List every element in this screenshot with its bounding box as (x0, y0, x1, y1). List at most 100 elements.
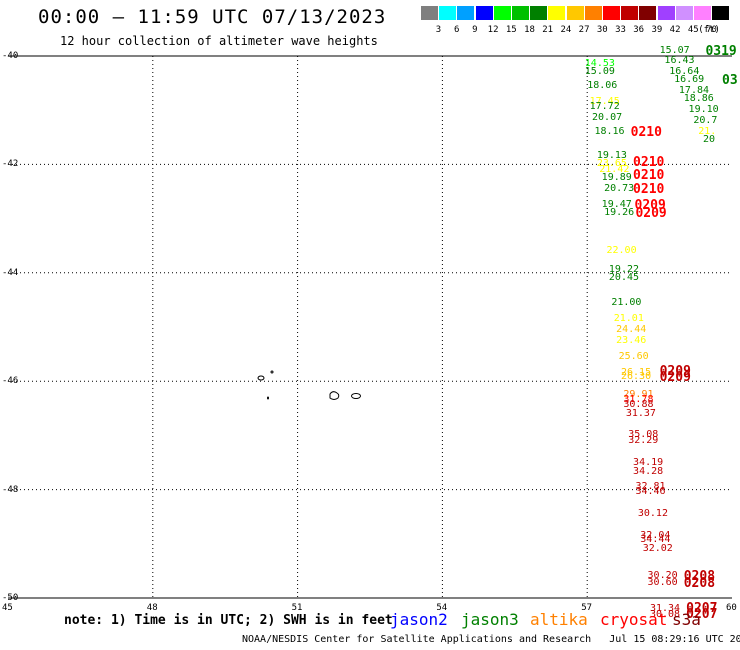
wave-height-value: 20.07 (592, 112, 623, 124)
longitude-label: 57 (581, 603, 593, 613)
wave-height-value: 29.91 (623, 388, 654, 400)
wave-height-value: 19.22 (608, 264, 640, 276)
wave-height-value: 21.42 (599, 163, 630, 175)
legend-swatch (530, 6, 548, 20)
legend-tick-label: 39 (651, 25, 663, 35)
footer-credit: NOAA/NESDIS Center for Satellite Applica… (242, 634, 740, 645)
wave-height-value: 15.07 (659, 44, 690, 56)
legend-tick-label: 36 (633, 25, 645, 35)
legend-tick-label: 18 (524, 25, 535, 35)
legend-tick-label: 24 (560, 25, 572, 35)
legend-unit: (ft) (698, 25, 720, 35)
latitude-label: -44 (2, 267, 19, 278)
longitude-label: 48 (146, 603, 158, 613)
pass-time-label: 0209 (635, 206, 667, 222)
longitude-label: 60 (726, 603, 737, 613)
wave-height-value: 19.89 (601, 171, 632, 183)
wave-height-value: 32.81 (635, 480, 666, 492)
satellite-name: s3a (672, 610, 701, 629)
wave-height-value: 18.16 (594, 125, 625, 137)
wave-height-value: 32.04 (640, 529, 671, 541)
wave-height-value: 34.19 (633, 456, 664, 468)
wave-height-value: 30.20 (647, 570, 678, 582)
legend-tick-label: 9 (472, 25, 478, 35)
wave-height-value: 30.60 (647, 576, 678, 588)
wave-height-value: 14.53 (584, 58, 615, 70)
legend-tick-label: 70 (706, 25, 717, 35)
wave-height-value: 20 (703, 134, 716, 145)
pass-time-label: 0210 (630, 124, 662, 140)
wave-height-value: 19.26 (604, 207, 635, 219)
wave-height-value: 31.37 (625, 407, 656, 419)
wave-height-value: 16.69 (674, 74, 705, 86)
wave-height-value: 34.44 (640, 534, 671, 545)
satellite-name: altika (530, 610, 588, 629)
wave-height-value: 19.10 (688, 104, 719, 116)
wave-height-value: 19.13 (596, 150, 627, 162)
wave-height-value: 25.60 (618, 350, 649, 362)
pass-time-label: 0210 (633, 154, 665, 170)
wave-height-value: 24.44 (616, 323, 647, 335)
wave-height-value: 30.12 (637, 507, 668, 519)
page-title: 00:00 – 11:59 UTC 07/13/2023 (38, 6, 387, 28)
legend-swatch (548, 6, 566, 20)
legend-swatch (439, 6, 457, 20)
wave-height-value: 32.29 (628, 434, 659, 446)
island-outline (267, 396, 269, 400)
legend-swatch (512, 6, 529, 20)
wave-height-value: 18.86 (683, 93, 714, 105)
legend-swatch (475, 6, 493, 20)
wave-height-value: 21.01 (613, 312, 644, 324)
legend-tick-label: 27 (578, 25, 590, 35)
wave-height-value: 20.73 (604, 182, 635, 194)
legend-swatch (712, 6, 730, 20)
legend-tick-label: 30 (596, 25, 608, 35)
latitude-label: -48 (2, 484, 19, 495)
wave-height-value: 30.88 (623, 398, 654, 410)
pass-time-label: 0209 (659, 364, 691, 380)
satellite-name: jason2 (390, 610, 448, 629)
wave-height-value: 34.46 (635, 486, 666, 498)
wave-height-value: 20.45 (608, 272, 640, 284)
wave-height-value: 26.30 (620, 371, 652, 383)
wave-height-value: 31.78 (623, 394, 654, 406)
legend-swatch (603, 6, 620, 20)
legend-tick-label: 15 (505, 25, 517, 35)
wave-height-value: 19.47 (601, 199, 632, 211)
pass-time-label: 0208 (683, 575, 716, 591)
legend-swatch (457, 6, 475, 20)
wave-height-value: 15.09 (584, 66, 615, 78)
legend-swatch (584, 6, 602, 20)
legend-tick-label: 45 (687, 25, 699, 35)
legend-tick-label: 33 (615, 25, 626, 35)
legend-tick-label: 12 (487, 25, 499, 35)
wave-height-value: 20.7 (693, 115, 718, 127)
pass-time-label: 0207 (686, 607, 718, 623)
legend-swatch (621, 6, 639, 20)
latitude-label: -46 (2, 376, 19, 387)
pass-time-label: 03 (722, 73, 738, 89)
wave-height-value: 23.65 (596, 158, 627, 170)
wave-height-value: 17.72 (589, 101, 620, 113)
wave-height-value: 23.46 (616, 334, 647, 346)
wave-height-value: 16.64 (669, 66, 700, 78)
longitude-label: 51 (291, 603, 303, 613)
legend-swatch (657, 6, 675, 20)
pass-time-label: 0319 (705, 43, 737, 59)
island-outline (329, 391, 340, 400)
wave-height-value: 30.08 (649, 609, 681, 621)
legend-swatch (675, 6, 693, 20)
pass-time-label: 0207 (686, 600, 718, 616)
satellite-name: cryosat (600, 610, 668, 629)
longitude-label: 45 (2, 603, 13, 613)
pass-time-label: 0208 (683, 569, 716, 585)
legend-swatch (694, 6, 711, 20)
legend-swatch (421, 6, 438, 20)
wave-height-value: 31.34 (649, 602, 681, 614)
wave-height-value: 18.06 (587, 79, 618, 91)
satellite-name: jason3 (461, 610, 519, 629)
wave-height-value: 35.08 (628, 429, 659, 441)
wave-height-value: 17.84 (678, 85, 710, 97)
legend-tick-label: 6 (453, 25, 460, 35)
wave-height-value: 32.02 (642, 543, 673, 555)
